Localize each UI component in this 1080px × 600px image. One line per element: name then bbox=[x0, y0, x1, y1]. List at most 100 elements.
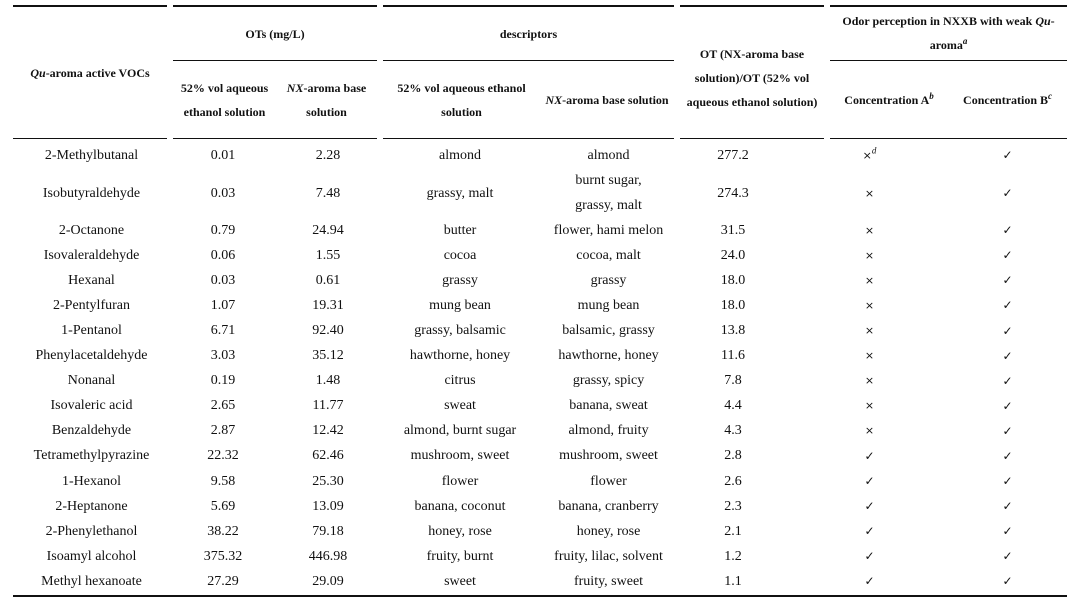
cross-mark-icon: × bbox=[864, 374, 875, 388]
cell-compound: Tetramethylpyrazine bbox=[33, 448, 150, 464]
cell-compound: 1-Hexanol bbox=[61, 473, 122, 489]
cell-ot-ethanol: 9.58 bbox=[210, 473, 236, 489]
cell-ratio: 2.1 bbox=[724, 523, 742, 539]
cell-conc-b: ✓ bbox=[948, 168, 1067, 218]
cell-conc-b: ✓ bbox=[948, 318, 1067, 343]
header-odor-perception: Odor perception in NXXB with weak Qu-aro… bbox=[824, 5, 1068, 61]
cell-desc-nx: mung bean bbox=[577, 297, 640, 313]
cell-conc-a: × bbox=[827, 268, 948, 293]
cell-ot-nx: 7.48 bbox=[315, 185, 341, 201]
cell-desc-nx: banana, cranberry bbox=[558, 498, 659, 514]
cell-compound: Hexanal bbox=[68, 272, 115, 288]
cell-desc-ethanol: banana, coconut bbox=[414, 498, 506, 514]
cell-conc-b: ✓ bbox=[948, 469, 1067, 494]
table-row: 2-Methylbutanal 0.01 2.28 almond almond 277.2… bbox=[13, 139, 1067, 169]
cell-ratio: 11.6 bbox=[721, 348, 746, 364]
header-ratio: OT (NX-aroma base solution)/OT (52% vol … bbox=[677, 5, 828, 139]
cell-desc-ethanol: fruity, burnt bbox=[426, 548, 494, 564]
cell-ot-ethanol: 375.32 bbox=[203, 548, 243, 564]
check-mark-icon: ✓ bbox=[1002, 398, 1013, 413]
cell-desc-ethanol: honey, rose bbox=[428, 523, 492, 539]
table-row: Methyl hexanoate 27.29 29.09 sweet fruity, s… bbox=[13, 569, 1068, 597]
header-conc-b-footnote: c bbox=[1048, 90, 1053, 101]
cell-desc-nx: balsamic, grassy bbox=[562, 323, 655, 339]
cell-desc-ethanol: mung bean bbox=[429, 297, 491, 313]
header-desc-nx-italic: NX bbox=[545, 92, 563, 107]
cross-mark-icon: × bbox=[864, 273, 875, 287]
cell-conc-a: × bbox=[827, 394, 948, 419]
cell-ratio: 274.3 bbox=[717, 185, 749, 201]
cell-ot-nx: 11.77 bbox=[312, 398, 344, 414]
cell-ot-ethanol: 0.01 bbox=[210, 147, 236, 163]
cell-conc-a: × bbox=[827, 218, 948, 243]
cell-ratio: 7.8 bbox=[724, 373, 742, 389]
cell-desc-ethanol: sweat bbox=[444, 398, 476, 414]
cell-ratio: 4.4 bbox=[724, 398, 742, 414]
cell-conc-b: ✓ bbox=[948, 569, 1068, 597]
cell-ot-nx: 13.09 bbox=[312, 498, 344, 514]
cell-desc-ethanol: hawthorne, honey bbox=[409, 348, 511, 364]
table-row: Phenylacetaldehyde 3.03 35.12 hawthorne, ho… bbox=[13, 344, 1067, 369]
cell-ratio: 1.2 bbox=[724, 548, 742, 564]
header-compound-text: -aroma active VOCs bbox=[45, 65, 150, 80]
cell-desc-ethanol: grassy, balsamic bbox=[414, 323, 506, 339]
check-mark-icon: ✓ bbox=[1002, 185, 1013, 200]
check-mark-icon: ✓ bbox=[864, 574, 875, 589]
cell-conc-a: ×d bbox=[827, 139, 948, 169]
cell-ot-nx: 0.61 bbox=[315, 272, 341, 288]
cross-mark-icon: × bbox=[864, 298, 875, 312]
cell-compound: Isovaleraldehyde bbox=[43, 247, 140, 263]
cell-desc-nx: burnt sugar, grassy, malt bbox=[575, 173, 642, 214]
check-mark-icon: ✓ bbox=[864, 524, 875, 539]
cell-conc-a: ✓ bbox=[827, 544, 948, 569]
cell-ratio: 18.0 bbox=[720, 297, 746, 313]
cell-ratio: 2.6 bbox=[724, 473, 742, 489]
header-odor-suffix: -aroma bbox=[929, 14, 1055, 52]
cell-desc-nx: fruity, sweet bbox=[540, 569, 678, 597]
cross-mark-footnote: d bbox=[871, 144, 877, 155]
cell-ot-ethanol: 0.03 bbox=[210, 272, 236, 288]
cell-ot-nx: 29.09 bbox=[276, 569, 381, 597]
cross-mark-icon: × bbox=[864, 399, 875, 413]
cell-conc-a: ✓ bbox=[827, 569, 949, 597]
cell-ratio: 2.3 bbox=[724, 498, 742, 514]
cell-desc-nx: banana, sweat bbox=[569, 398, 648, 414]
table-header: Qu-aroma active VOCs OTs (mg/L) descript… bbox=[13, 5, 1068, 139]
header-odor-footnote: a bbox=[962, 36, 968, 46]
check-mark-icon: ✓ bbox=[1002, 549, 1013, 564]
table-row: 2-Heptanone 5.69 13.09 banana, coconut banan… bbox=[13, 494, 1067, 519]
header-ot-nx-italic: NX bbox=[286, 80, 304, 95]
cell-desc-ethanol: almond bbox=[439, 147, 482, 163]
cell-ot-ethanol: 0.03 bbox=[210, 185, 236, 201]
header-desc-nx-text: -aroma base solution bbox=[562, 92, 669, 107]
header-conc-b-text: Concentration B bbox=[963, 92, 1049, 107]
cell-ot-ethanol: 27.29 bbox=[170, 569, 276, 597]
cell-conc-b: ✓ bbox=[948, 344, 1067, 369]
cell-ot-ethanol: 5.69 bbox=[210, 498, 236, 514]
header-odor-italic: Qu bbox=[1035, 14, 1051, 28]
table-row: 1-Pentanol 6.71 92.40 grassy, balsamic balsa… bbox=[13, 318, 1067, 343]
check-mark-icon: ✓ bbox=[864, 474, 875, 489]
header-odor-text: Odor perception in NXXB with weak bbox=[842, 14, 1036, 28]
cell-ot-nx: 92.40 bbox=[312, 323, 344, 339]
cell-conc-b: ✓ bbox=[948, 519, 1067, 544]
check-mark-icon: ✓ bbox=[1002, 448, 1013, 463]
table-row: Hexanal 0.03 0.61 grassy grassy 18.0 × ✓ bbox=[13, 268, 1067, 293]
header-desc-ethanol: 52% vol aqueous ethanol solution bbox=[377, 60, 541, 139]
check-mark-icon: ✓ bbox=[1002, 574, 1013, 589]
cell-conc-b: ✓ bbox=[948, 494, 1067, 519]
check-mark-icon: ✓ bbox=[1002, 524, 1013, 539]
cell-desc-nx: mushroom, sweet bbox=[559, 448, 658, 464]
cell-conc-a: ✓ bbox=[827, 519, 948, 544]
cell-desc-ethanol: cocoa bbox=[443, 247, 477, 263]
cell-ratio: 1.1 bbox=[677, 569, 828, 597]
check-mark-icon: ✓ bbox=[864, 549, 875, 564]
cell-ot-ethanol: 0.19 bbox=[210, 373, 236, 389]
cross-mark-icon: × bbox=[864, 223, 875, 237]
cell-desc-nx: honey, rose bbox=[576, 523, 641, 539]
cell-ot-ethanol: 3.03 bbox=[210, 348, 236, 364]
header-desc-nx: NX-aroma base solution bbox=[540, 60, 681, 139]
cell-conc-b: ✓ bbox=[948, 268, 1067, 293]
cell-compound: 2-Pentylfuran bbox=[53, 297, 130, 313]
header-conc-a-text: Concentration A bbox=[844, 92, 930, 107]
